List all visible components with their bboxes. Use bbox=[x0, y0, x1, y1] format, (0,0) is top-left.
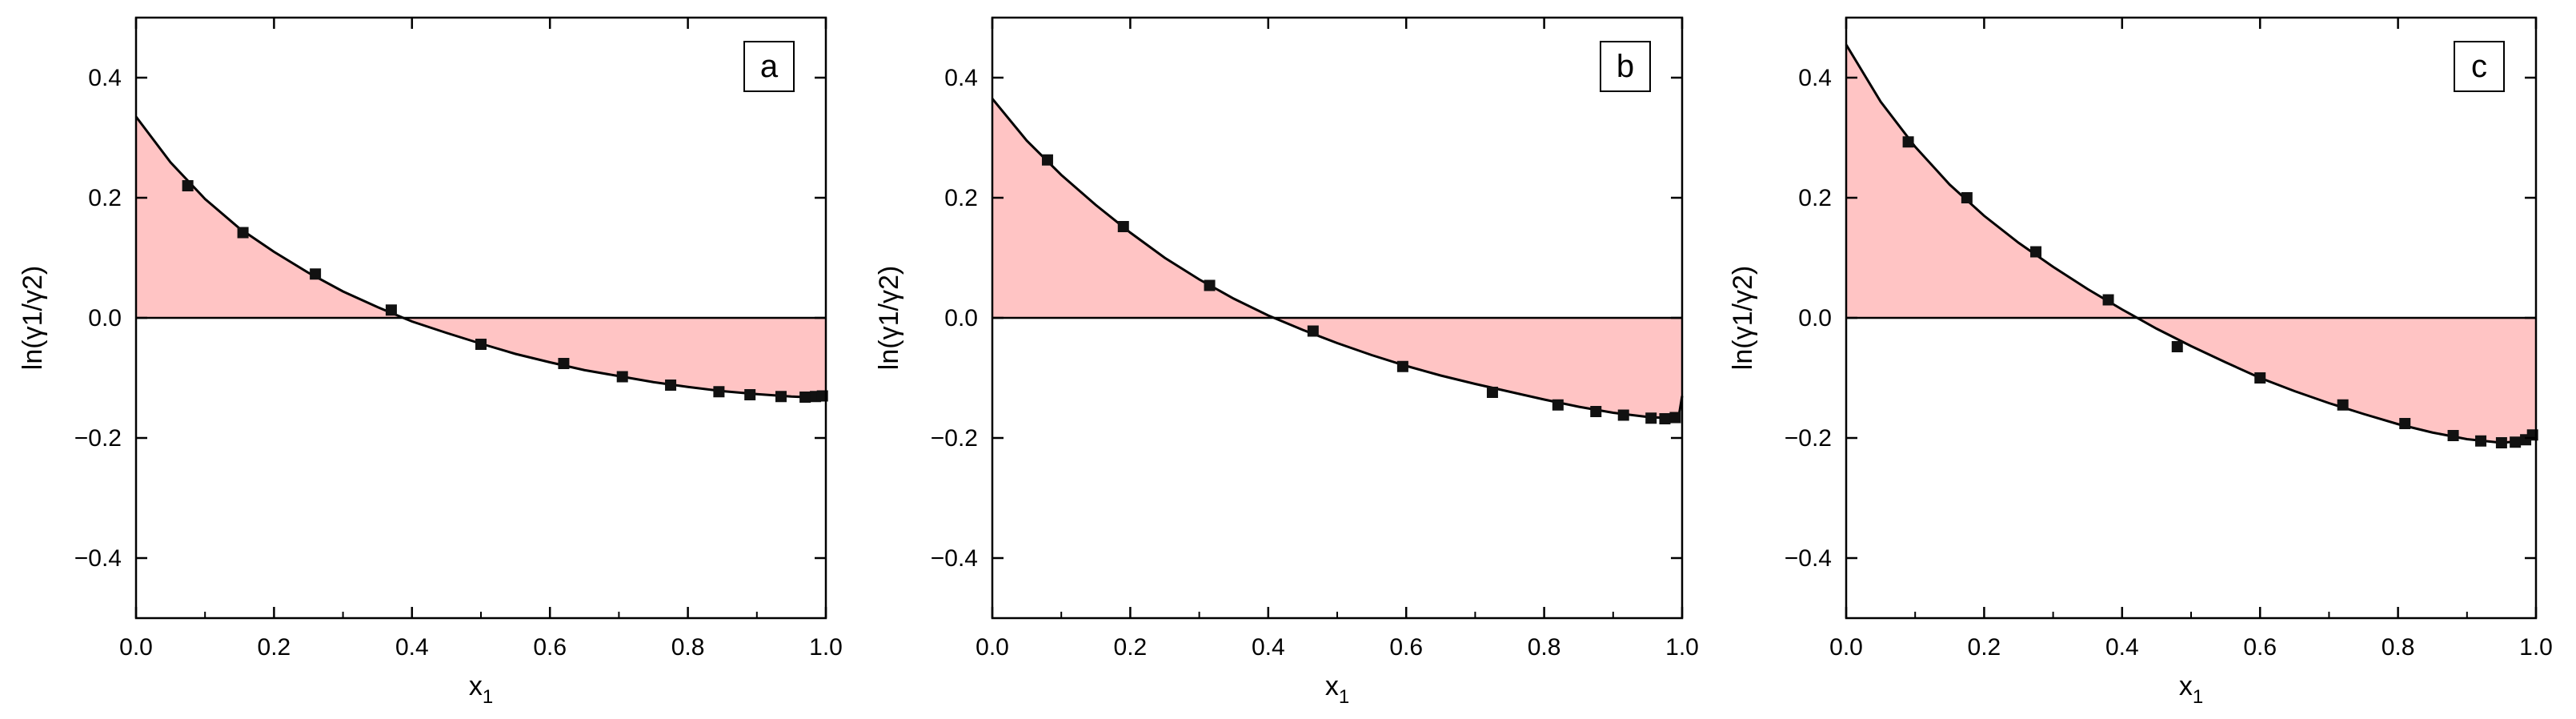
data-point bbox=[2171, 341, 2183, 352]
data-point bbox=[1307, 325, 1319, 337]
y-tick-label: 0.2 bbox=[944, 185, 978, 211]
y-tick-label: 0.0 bbox=[944, 305, 978, 331]
y-tick-label: 0.2 bbox=[88, 185, 122, 211]
data-point bbox=[1645, 412, 1657, 424]
data-point bbox=[2447, 430, 2459, 441]
data-point bbox=[1961, 192, 1973, 203]
panel-label-box bbox=[743, 41, 795, 92]
y-tick-label: −0.2 bbox=[1785, 425, 1832, 452]
x-tick-label: 1.0 bbox=[809, 634, 843, 661]
data-point bbox=[775, 391, 787, 403]
data-point bbox=[2510, 436, 2522, 448]
data-point bbox=[310, 268, 322, 280]
y-tick-label: −0.2 bbox=[931, 425, 978, 452]
y-axis-label: ln(γ1/γ2) bbox=[18, 266, 48, 370]
x-tick-label: 0.0 bbox=[119, 634, 153, 661]
panel-label-box bbox=[1600, 41, 1651, 92]
y-tick-label: 0.0 bbox=[1798, 305, 1832, 331]
y-tick-label: 0.4 bbox=[944, 65, 978, 91]
data-point bbox=[1590, 406, 1602, 417]
data-point bbox=[1117, 221, 1129, 232]
x-tick-label: 0.4 bbox=[395, 634, 429, 661]
data-point bbox=[1041, 154, 1053, 166]
data-point bbox=[1486, 387, 1498, 398]
area-fill bbox=[1846, 44, 2536, 443]
data-point bbox=[182, 180, 194, 191]
area-fill bbox=[992, 98, 1682, 419]
panel-c: 0.0 0.2 0.4 0.6 0.8 1.0 −0.4 −0.2 0.0 0.2 0.4 x1 ln(… bbox=[1728, 16, 2553, 708]
y-axis-label: ln(γ1/γ2) bbox=[874, 266, 904, 370]
panel-b: 0.0 0.2 0.4 0.6 0.8 1.0 −0.4 −0.2 0.0 0.2 0.4 x1 ln(… bbox=[874, 16, 1699, 708]
x-tick-label: 0.0 bbox=[976, 634, 1009, 661]
data-point bbox=[237, 227, 249, 239]
data-point bbox=[744, 389, 756, 400]
x-axis-label: x1 bbox=[469, 671, 493, 708]
y-tick-label: 0.0 bbox=[88, 305, 122, 331]
x-tick-label: 0.8 bbox=[671, 634, 705, 661]
x-tick-label: 0.8 bbox=[2382, 634, 2415, 661]
x-tick-label: 0.4 bbox=[2105, 634, 2139, 661]
data-point bbox=[616, 371, 628, 383]
data-point bbox=[385, 304, 397, 316]
data-point bbox=[2030, 246, 2042, 258]
panel-label: b bbox=[1617, 49, 1634, 84]
x-tick-label: 0.6 bbox=[2243, 634, 2277, 661]
data-point bbox=[475, 339, 487, 350]
x-tick-label: 1.0 bbox=[2519, 634, 2553, 661]
data-point bbox=[1902, 136, 1914, 148]
y-axis-label: ln(γ1/γ2) bbox=[1728, 266, 1758, 370]
y-tick-label: −0.4 bbox=[1785, 545, 1832, 572]
x-tick-label: 0.2 bbox=[1968, 634, 2001, 661]
x-tick-label: 0.6 bbox=[1389, 634, 1423, 661]
area-fill bbox=[136, 116, 826, 398]
x-tick-label: 0.6 bbox=[533, 634, 567, 661]
x-axis-label: x1 bbox=[1325, 671, 1349, 708]
panel-label: c bbox=[2471, 49, 2487, 84]
panel-label: a bbox=[760, 49, 779, 84]
x-tick-label: 0.0 bbox=[1829, 634, 1863, 661]
data-point bbox=[2399, 418, 2411, 429]
data-point bbox=[558, 358, 570, 369]
x-tick-label: 0.4 bbox=[1252, 634, 1285, 661]
fit-curve bbox=[134, 115, 826, 400]
y-tick-label: 0.4 bbox=[88, 65, 122, 91]
y-tick-label: −0.4 bbox=[74, 545, 122, 572]
data-point bbox=[799, 392, 811, 403]
x-tick-label: 0.2 bbox=[258, 634, 291, 661]
panel-label-box bbox=[2454, 41, 2505, 92]
data-point bbox=[1659, 413, 1671, 424]
data-point bbox=[1617, 409, 1629, 421]
y-tick-label: −0.2 bbox=[74, 425, 122, 452]
data-point bbox=[1396, 360, 1408, 372]
data-point bbox=[2102, 294, 2114, 306]
data-point bbox=[1552, 399, 1564, 411]
data-point bbox=[2495, 437, 2507, 448]
y-tick-label: −0.4 bbox=[931, 545, 978, 572]
data-point bbox=[1669, 412, 1681, 424]
data-point bbox=[2254, 372, 2266, 384]
x-axis-label: x1 bbox=[2179, 671, 2203, 708]
data-point bbox=[2337, 399, 2349, 411]
y-tick-label: 0.4 bbox=[1798, 65, 1832, 91]
y-tick-label: 0.2 bbox=[1798, 185, 1832, 211]
x-tick-label: 0.8 bbox=[1528, 634, 1561, 661]
data-point bbox=[713, 386, 725, 398]
data-point bbox=[665, 380, 677, 391]
data-point bbox=[1204, 279, 1216, 291]
x-tick-label: 1.0 bbox=[1665, 634, 1699, 661]
panel-a: 0.0 0.2 0.4 0.6 0.8 1.0 −0.4 −0.2 0.0 0.2 0.4 x1 ln(… bbox=[18, 16, 843, 708]
x-tick-label: 0.2 bbox=[1114, 634, 1148, 661]
data-point bbox=[2475, 435, 2487, 447]
